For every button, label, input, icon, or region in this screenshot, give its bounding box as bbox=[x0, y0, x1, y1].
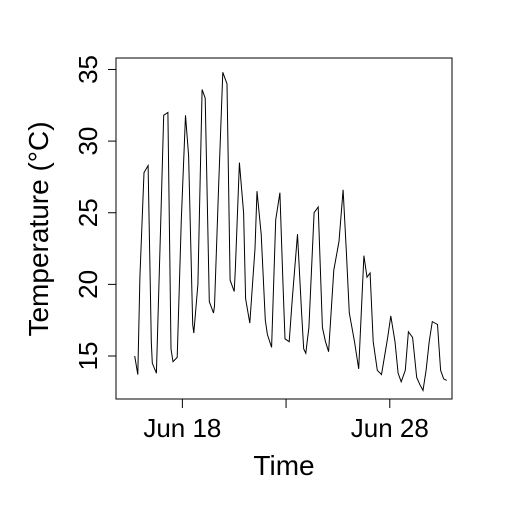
y-axis: 15 20 25 30 35 bbox=[73, 55, 116, 370]
plot-frame bbox=[115, 57, 453, 400]
y-tick-label: 35 bbox=[73, 55, 103, 84]
y-tick-label: 25 bbox=[73, 198, 103, 227]
series-line-temperature bbox=[134, 72, 448, 392]
y-tick-label: 30 bbox=[73, 127, 103, 156]
y-axis-label: Temperature (°C) bbox=[23, 121, 54, 336]
y-tick-label: 15 bbox=[73, 342, 103, 371]
x-tick-label: Jun 18 bbox=[143, 413, 221, 443]
x-tick-label: Jun 28 bbox=[351, 413, 429, 443]
x-axis-label: Time bbox=[253, 450, 314, 481]
x-axis: Jun 18 Jun 28 bbox=[143, 399, 429, 443]
y-tick-label: 20 bbox=[73, 270, 103, 299]
